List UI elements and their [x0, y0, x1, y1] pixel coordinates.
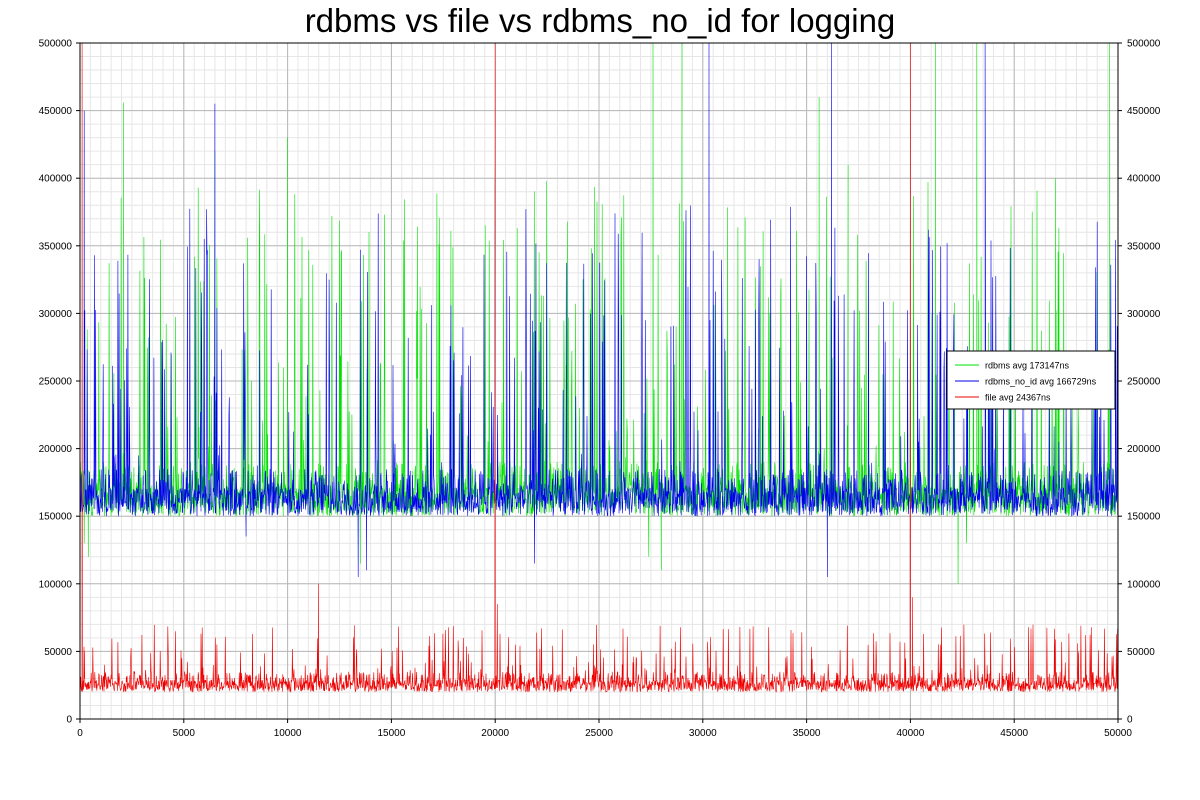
y-right-tick-label: 500000: [1127, 39, 1161, 50]
series-line-1: [79, 42, 1119, 578]
y-tick-label: 150000: [39, 512, 73, 523]
y-right-tick-label: 400000: [1127, 174, 1161, 185]
y-tick-label: 250000: [39, 377, 73, 388]
y-right-tick-label: 300000: [1127, 309, 1161, 320]
y-tick-label: 200000: [39, 444, 73, 455]
chart-title: rdbms vs file vs rdbms_no_id for logging: [304, 2, 896, 39]
legend-box: [946, 350, 1116, 410]
legend-label: rdbms_no_id avg 166729ns: [985, 377, 1097, 387]
x-tick-label: 15000: [377, 728, 405, 739]
series-layer: [79, 42, 1119, 694]
y-tick-label: 300000: [39, 309, 73, 320]
y-tick-label: 500000: [39, 39, 73, 50]
x-tick-label: 40000: [896, 728, 924, 739]
y-right-tick-label: 150000: [1127, 512, 1161, 523]
y-tick-label: 350000: [39, 241, 73, 252]
y-tick-label: 0: [66, 715, 72, 726]
y-right-tick-label: 250000: [1127, 377, 1161, 388]
legend-label: rdbms avg 173147ns: [985, 361, 1070, 371]
y-tick-label: 50000: [44, 647, 72, 658]
x-tick-label: 0: [77, 728, 83, 739]
x-tick-label: 10000: [274, 728, 302, 739]
x-tick-label: 30000: [689, 728, 717, 739]
y-right-tick-label: 100000: [1127, 579, 1161, 590]
y-right-tick-label: 0: [1127, 715, 1133, 726]
y-tick-label: 450000: [39, 106, 73, 117]
y-tick-label: 400000: [39, 174, 73, 185]
y-right-tick-label: 50000: [1127, 647, 1155, 658]
legend: rdbms avg 173147ns rdbms_no_id avg 166729…: [946, 350, 1116, 410]
y-right-tick-label: 450000: [1127, 106, 1161, 117]
axes: 0 5000 10000 15000 20000 25000 30000 35000 40000…: [39, 39, 1161, 740]
series-line-2: [79, 42, 1119, 694]
x-tick-label: 45000: [1000, 728, 1028, 739]
y-right-tick-label: 350000: [1127, 241, 1161, 252]
legend-label: file avg 24367ns: [985, 393, 1051, 403]
x-tick-label: 20000: [481, 728, 509, 739]
x-tick-label: 35000: [793, 728, 821, 739]
grid: [79, 42, 1119, 720]
x-tick-label: 50000: [1104, 728, 1132, 739]
x-tick-label: 5000: [173, 728, 196, 739]
y-tick-label: 100000: [39, 579, 73, 590]
y-right-tick-label: 200000: [1127, 444, 1161, 455]
x-tick-label: 25000: [585, 728, 613, 739]
